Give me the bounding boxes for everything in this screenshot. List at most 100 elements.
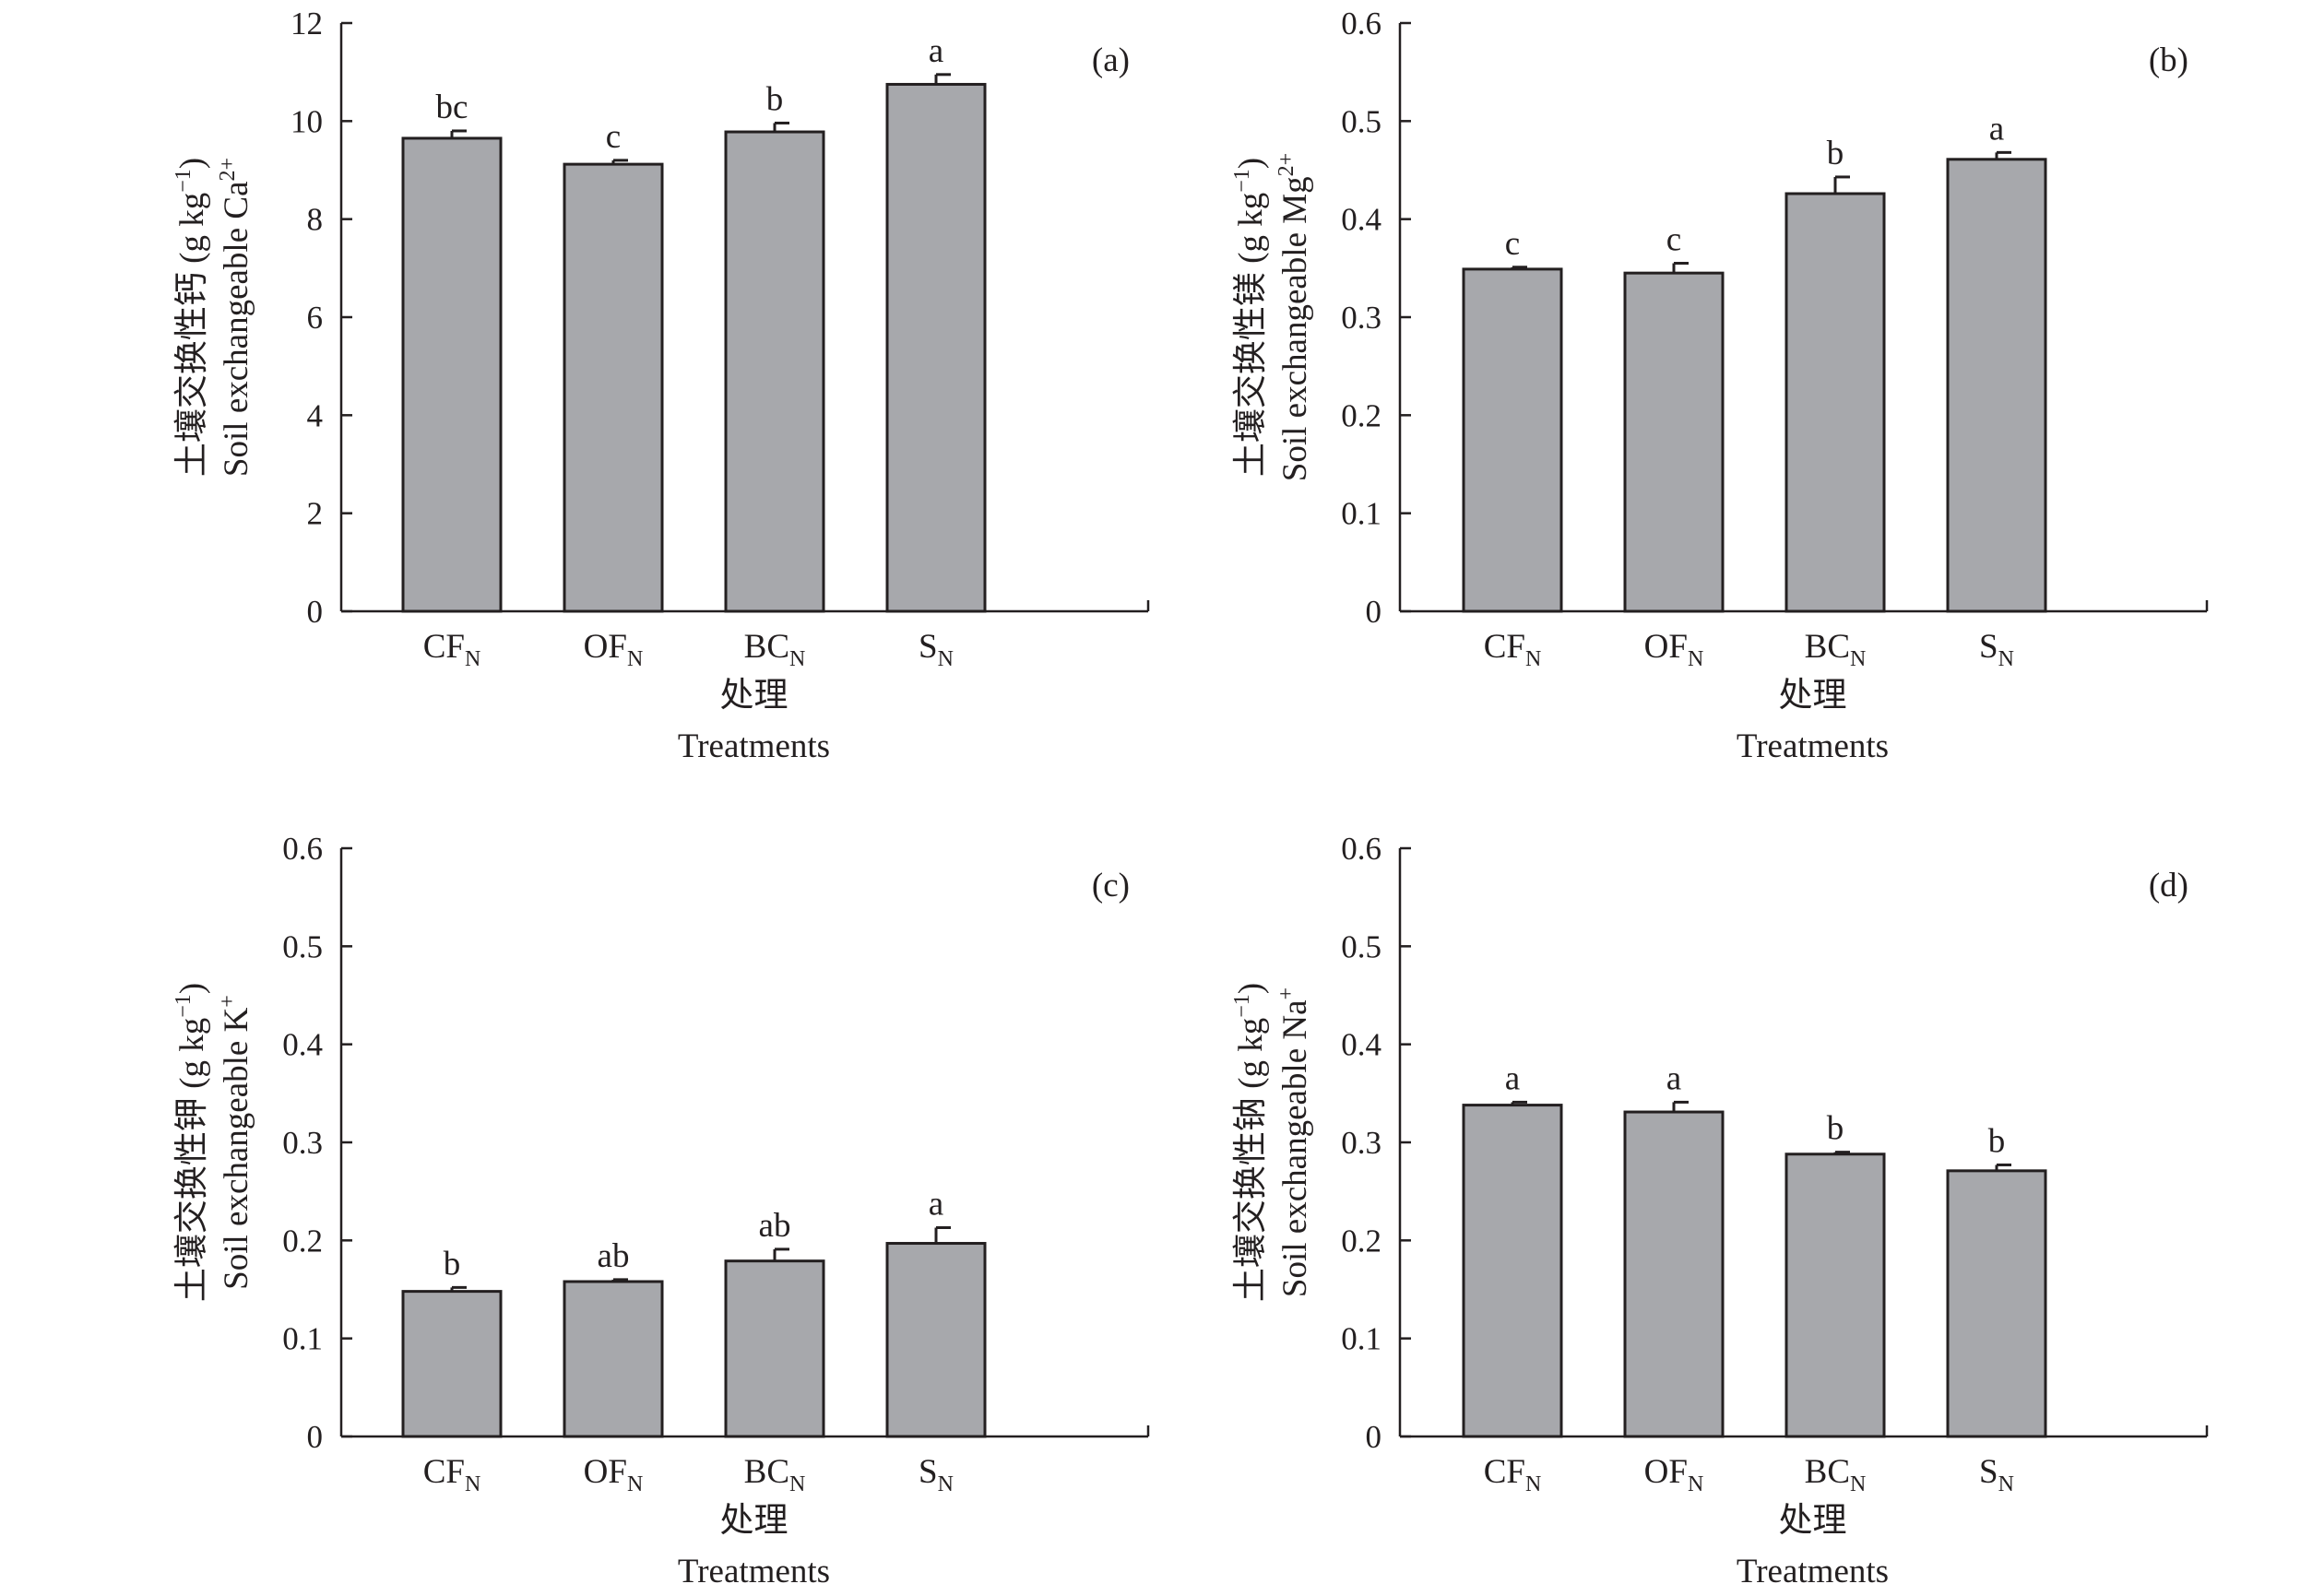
panel-d-significance-label: b	[1988, 1122, 2006, 1160]
panel-a-category-label: OFN	[584, 628, 644, 671]
panel-c-x-axis-title-en: Treatments	[678, 1553, 830, 1584]
panel-a-category-label: BCN	[744, 628, 806, 671]
panel-a-bar-cf	[401, 136, 503, 613]
panel-b-category-label: BCN	[1805, 628, 1867, 671]
panel-b-category-label: OFN	[1644, 628, 1704, 671]
panel-d-y-tick-label: 0.4	[1341, 1027, 1381, 1063]
panel-b-category-label: CFN	[1484, 628, 1542, 671]
panel-d-category-label: CFN	[1484, 1453, 1542, 1496]
panel-b-bar-of	[1623, 271, 1725, 613]
panel-c-bar-bc	[724, 1259, 825, 1438]
panel-b-bar-s	[1946, 158, 2047, 613]
chart-panel-c: 0 0.1 0.2 0.3 0.4 0.5 0.6 b CFN ab OFN ab BCN a SN (c) 处…	[172, 831, 1150, 1584]
panel-d-y-tick-label: 0.5	[1341, 928, 1381, 964]
panel-b-y-axis-title-en: Soil exchangeable Mg2+	[1275, 153, 1314, 481]
panel-d-significance-label: b	[1827, 1110, 1844, 1148]
panel-d-y-axis-title-zh: 土壤交换性钠 (g kg−1)	[1230, 983, 1270, 1302]
panel-d-category-label: BCN	[1805, 1453, 1867, 1496]
panel-d-y-tick-label: 0.1	[1341, 1321, 1381, 1357]
panel-a-significance-label: c	[606, 118, 621, 156]
panel-d-bar-s	[1946, 1169, 2047, 1438]
panel-c-y-tick-label: 0.5	[282, 928, 323, 964]
panel-d-significance-label: a	[1505, 1059, 1520, 1097]
panel-b-y-tick-label: 0	[1366, 594, 1382, 630]
panel-b-y-tick-label: 0.3	[1341, 300, 1381, 336]
panel-a-y-tick-label: 10	[290, 103, 323, 139]
panel-b-y-tick-label: 0.5	[1341, 103, 1381, 139]
panel-c-y-tick-label: 0	[307, 1419, 324, 1455]
panel-c-y-tick-label: 0.6	[282, 831, 323, 867]
panel-a-significance-label: b	[766, 80, 784, 118]
panel-c-y-axis-title-zh: 土壤交换性钾 (g kg−1)	[172, 983, 211, 1302]
panel-b-category-label: SN	[1979, 628, 2014, 671]
panel-d-y-tick-label: 0.3	[1341, 1125, 1381, 1161]
panel-c-category-label: OFN	[584, 1453, 644, 1496]
panel-d-y-tick-label: 0.6	[1341, 831, 1381, 867]
panel-b-x-axis-title-zh: 处理	[1779, 677, 1847, 715]
panel-c-significance-label: b	[444, 1245, 461, 1283]
panel-a-bar-s	[885, 82, 987, 613]
panel-a-bar-bc	[724, 130, 825, 613]
panel-a-x-axis-title-zh: 处理	[720, 677, 788, 715]
panel-b-significance-label: c	[1505, 225, 1520, 263]
panel-d-y-tick-label: 0	[1366, 1419, 1382, 1455]
panel-a-panel-label: (a)	[1092, 41, 1130, 79]
panel-b-y-tick-label: 0.6	[1341, 6, 1381, 41]
panel-c-y-tick-label: 0.2	[282, 1223, 323, 1259]
panel-c-x-axis-title-zh: 处理	[720, 1502, 788, 1540]
panel-b-bar-bc	[1784, 192, 1886, 613]
panel-a-y-tick-label: 6	[307, 300, 324, 336]
panel-c-panel-label: (c)	[1092, 867, 1130, 904]
panel-c-y-tick-label: 0.1	[282, 1321, 323, 1357]
panel-c-y-tick-label: 0.3	[282, 1125, 323, 1161]
panel-a-significance-label: bc	[436, 89, 468, 126]
panel-a-y-tick-label: 8	[307, 202, 324, 238]
panel-a-y-tick-label: 4	[307, 397, 324, 433]
panel-b-y-tick-label: 0.4	[1341, 202, 1381, 238]
panel-d-bar-bc	[1784, 1153, 1886, 1438]
chart-panel-d: 0 0.1 0.2 0.3 0.4 0.5 0.6 a CFN a OFN b BCN b SN (d) 处理 T…	[1230, 831, 2209, 1584]
panel-c-category-label: BCN	[744, 1453, 806, 1496]
panel-a-y-tick-label: 2	[307, 496, 324, 532]
panel-c-bar-s	[885, 1242, 987, 1438]
panel-d-bar-of	[1623, 1110, 1725, 1438]
panel-a-y-tick-label: 0	[307, 594, 324, 630]
chart-panel-b: 0 0.1 0.2 0.3 0.4 0.5 0.6 c CFN c OFN b BCN a SN (b) 处理 T…	[1230, 6, 2209, 765]
panel-d-y-tick-label: 0.2	[1341, 1223, 1381, 1259]
panel-c-category-label: CFN	[423, 1453, 481, 1496]
panel-b-significance-label: c	[1666, 221, 1681, 259]
panel-c-significance-label: ab	[759, 1207, 791, 1245]
panel-d-category-label: OFN	[1644, 1453, 1704, 1496]
panel-b-bar-cf	[1462, 267, 1563, 613]
panel-b-significance-label: b	[1827, 135, 1844, 172]
panel-b-x-axis-title-en: Treatments	[1737, 727, 1889, 765]
panel-b-significance-label: a	[1989, 110, 2004, 148]
panel-a-y-axis-title-zh: 土壤交换性钙 (g kg−1)	[172, 158, 211, 477]
panel-d-significance-label: a	[1666, 1059, 1681, 1097]
panel-d-category-label: SN	[1979, 1453, 2014, 1496]
panel-c-y-tick-label: 0.4	[282, 1027, 323, 1063]
panel-a-y-tick-label: 12	[290, 6, 323, 41]
panel-a-category-label: SN	[919, 628, 954, 671]
panel-d-bar-cf	[1462, 1104, 1563, 1438]
panel-c-significance-label: a	[929, 1186, 943, 1223]
panel-d-panel-label: (d)	[2149, 867, 2188, 904]
panel-b-y-axis-title-zh: 土壤交换性镁 (g kg−1)	[1230, 158, 1270, 477]
panel-d-x-axis-title-zh: 处理	[1779, 1502, 1847, 1540]
panel-c-y-axis-title-en: Soil exchangeable K+	[216, 995, 255, 1290]
panel-c-significance-label: ab	[598, 1237, 630, 1275]
panel-a-x-axis-title-en: Treatments	[678, 727, 830, 765]
panel-b-y-tick-label: 0.1	[1341, 496, 1381, 532]
panel-c-category-label: SN	[919, 1453, 954, 1496]
panel-c-bar-cf	[401, 1290, 503, 1438]
panel-d-y-axis-title-en: Soil exchangeable Na+	[1275, 987, 1314, 1297]
panel-a-category-label: CFN	[423, 628, 481, 671]
panel-d-x-axis-title-en: Treatments	[1737, 1553, 1889, 1584]
panel-c-bar-of	[563, 1280, 664, 1438]
panel-a-bar-of	[563, 162, 664, 613]
panel-b-y-tick-label: 0.2	[1341, 397, 1381, 433]
panel-b-panel-label: (b)	[2149, 41, 2188, 79]
chart-panel-a: 0 2 4 6 8 10 12 bc CFN c OFN b BCN a SN (a) 处理 Treatments…	[172, 6, 1150, 765]
panel-a-y-axis-title-en: Soil exchangeable Ca2+	[216, 158, 255, 477]
